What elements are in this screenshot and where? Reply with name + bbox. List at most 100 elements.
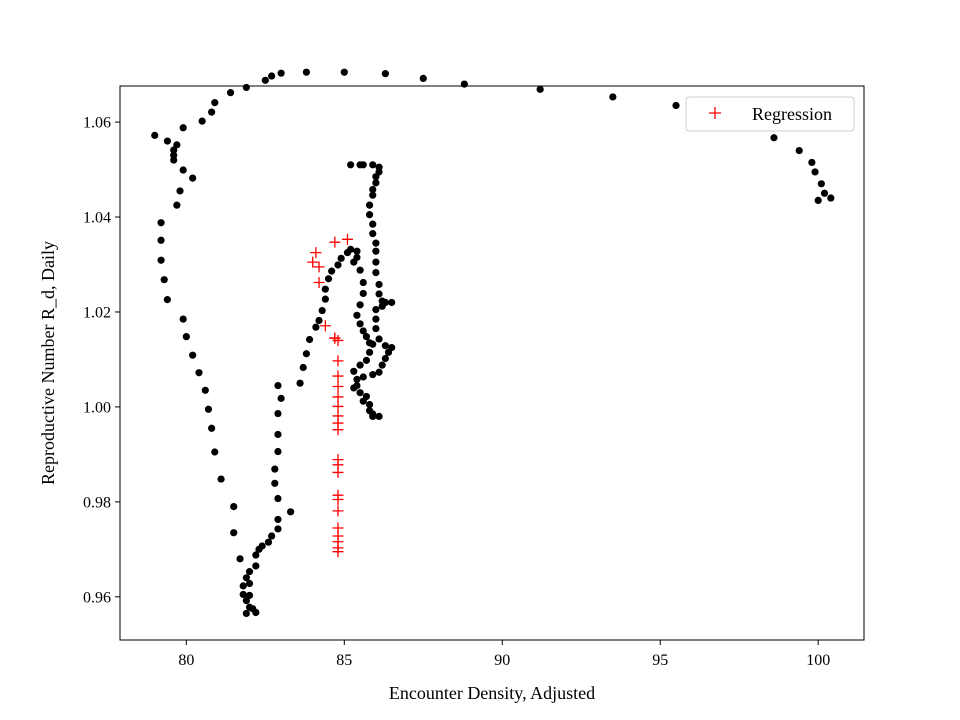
data-point xyxy=(305,335,314,344)
data-point xyxy=(375,412,383,421)
data-point xyxy=(157,219,165,227)
regression-point xyxy=(332,334,344,346)
data-point xyxy=(189,351,197,359)
data-point xyxy=(242,609,250,618)
data-point xyxy=(274,430,282,439)
data-point xyxy=(388,343,396,352)
data-point xyxy=(356,361,364,369)
data-point xyxy=(359,327,367,335)
y-tick-label: 1.00 xyxy=(83,399,111,416)
data-point xyxy=(274,515,282,524)
legend: Regression xyxy=(685,96,855,132)
data-point xyxy=(369,412,377,421)
data-point xyxy=(321,285,329,293)
data-point xyxy=(286,508,295,516)
data-point xyxy=(170,156,178,164)
data-point xyxy=(324,275,333,283)
data-point xyxy=(375,290,383,298)
regression-point xyxy=(313,261,325,273)
y-axis-label: Reproductive Number R_d, Daily xyxy=(38,241,58,485)
data-point xyxy=(217,475,225,483)
data-point xyxy=(252,608,260,617)
data-point xyxy=(365,348,374,356)
data-point xyxy=(817,180,825,188)
data-point xyxy=(359,289,367,298)
regression-point xyxy=(332,493,344,505)
legend-box xyxy=(685,96,855,132)
data-point xyxy=(375,335,383,343)
data-point xyxy=(365,400,374,409)
x-axis: 80 85 90 95 100 xyxy=(178,640,830,669)
data-point xyxy=(157,236,165,244)
legend-plus-marker xyxy=(709,107,721,119)
data-point xyxy=(356,320,364,328)
data-point xyxy=(381,342,389,350)
series-regression xyxy=(307,233,353,558)
data-point xyxy=(814,196,822,205)
data-point xyxy=(372,305,380,314)
data-point xyxy=(372,239,380,247)
data-point xyxy=(369,340,377,348)
data-point xyxy=(820,189,829,197)
data-point xyxy=(268,532,276,540)
data-point xyxy=(362,356,371,364)
data-point xyxy=(277,394,285,402)
data-point xyxy=(328,267,336,275)
regression-point xyxy=(332,466,344,478)
data-point xyxy=(353,381,361,390)
data-point xyxy=(312,323,320,331)
data-point xyxy=(226,89,235,97)
data-point xyxy=(359,373,367,381)
x-tick-label: 90 xyxy=(494,652,510,669)
regression-point xyxy=(329,332,341,344)
x-axis-label: Encounter Density, Adjusted xyxy=(389,683,595,703)
data-point xyxy=(271,479,279,487)
data-point xyxy=(315,316,323,325)
data-point xyxy=(208,108,216,116)
data-point xyxy=(353,247,361,255)
data-point xyxy=(239,590,247,599)
data-point xyxy=(356,161,364,169)
data-point xyxy=(173,141,181,149)
data-point xyxy=(350,258,358,266)
data-point xyxy=(208,424,216,432)
data-point xyxy=(252,562,260,570)
regression-point xyxy=(341,233,353,245)
series-observed xyxy=(151,68,835,618)
data-point xyxy=(356,301,364,309)
x-tick-label: 80 xyxy=(178,652,194,669)
regression-point xyxy=(332,400,344,412)
data-point xyxy=(362,333,371,341)
data-point xyxy=(372,258,380,266)
x-tick-label: 95 xyxy=(652,652,668,669)
x-tick-label: 100 xyxy=(806,652,830,669)
plot-area xyxy=(151,68,835,618)
data-point xyxy=(179,124,187,132)
data-point xyxy=(268,72,276,80)
data-point xyxy=(302,350,310,358)
data-point xyxy=(160,276,168,284)
data-point xyxy=(365,201,374,209)
data-point xyxy=(173,201,181,209)
data-point xyxy=(827,194,835,202)
y-tick-label: 1.06 xyxy=(83,115,111,132)
data-point xyxy=(271,465,279,473)
data-point xyxy=(261,76,269,84)
plot-frame xyxy=(119,85,865,641)
regression-point xyxy=(313,277,325,289)
data-point xyxy=(242,574,250,582)
data-point xyxy=(372,247,380,255)
data-point xyxy=(672,101,680,110)
data-point xyxy=(350,367,358,375)
legend-marker-regression xyxy=(709,107,721,119)
data-point xyxy=(372,179,380,187)
regression-point xyxy=(332,424,344,436)
data-point xyxy=(274,447,282,456)
data-point xyxy=(230,529,238,537)
regression-point xyxy=(332,391,344,403)
regression-point xyxy=(332,505,344,517)
regression-point xyxy=(307,256,319,268)
data-point xyxy=(808,158,816,167)
data-point xyxy=(230,503,238,511)
